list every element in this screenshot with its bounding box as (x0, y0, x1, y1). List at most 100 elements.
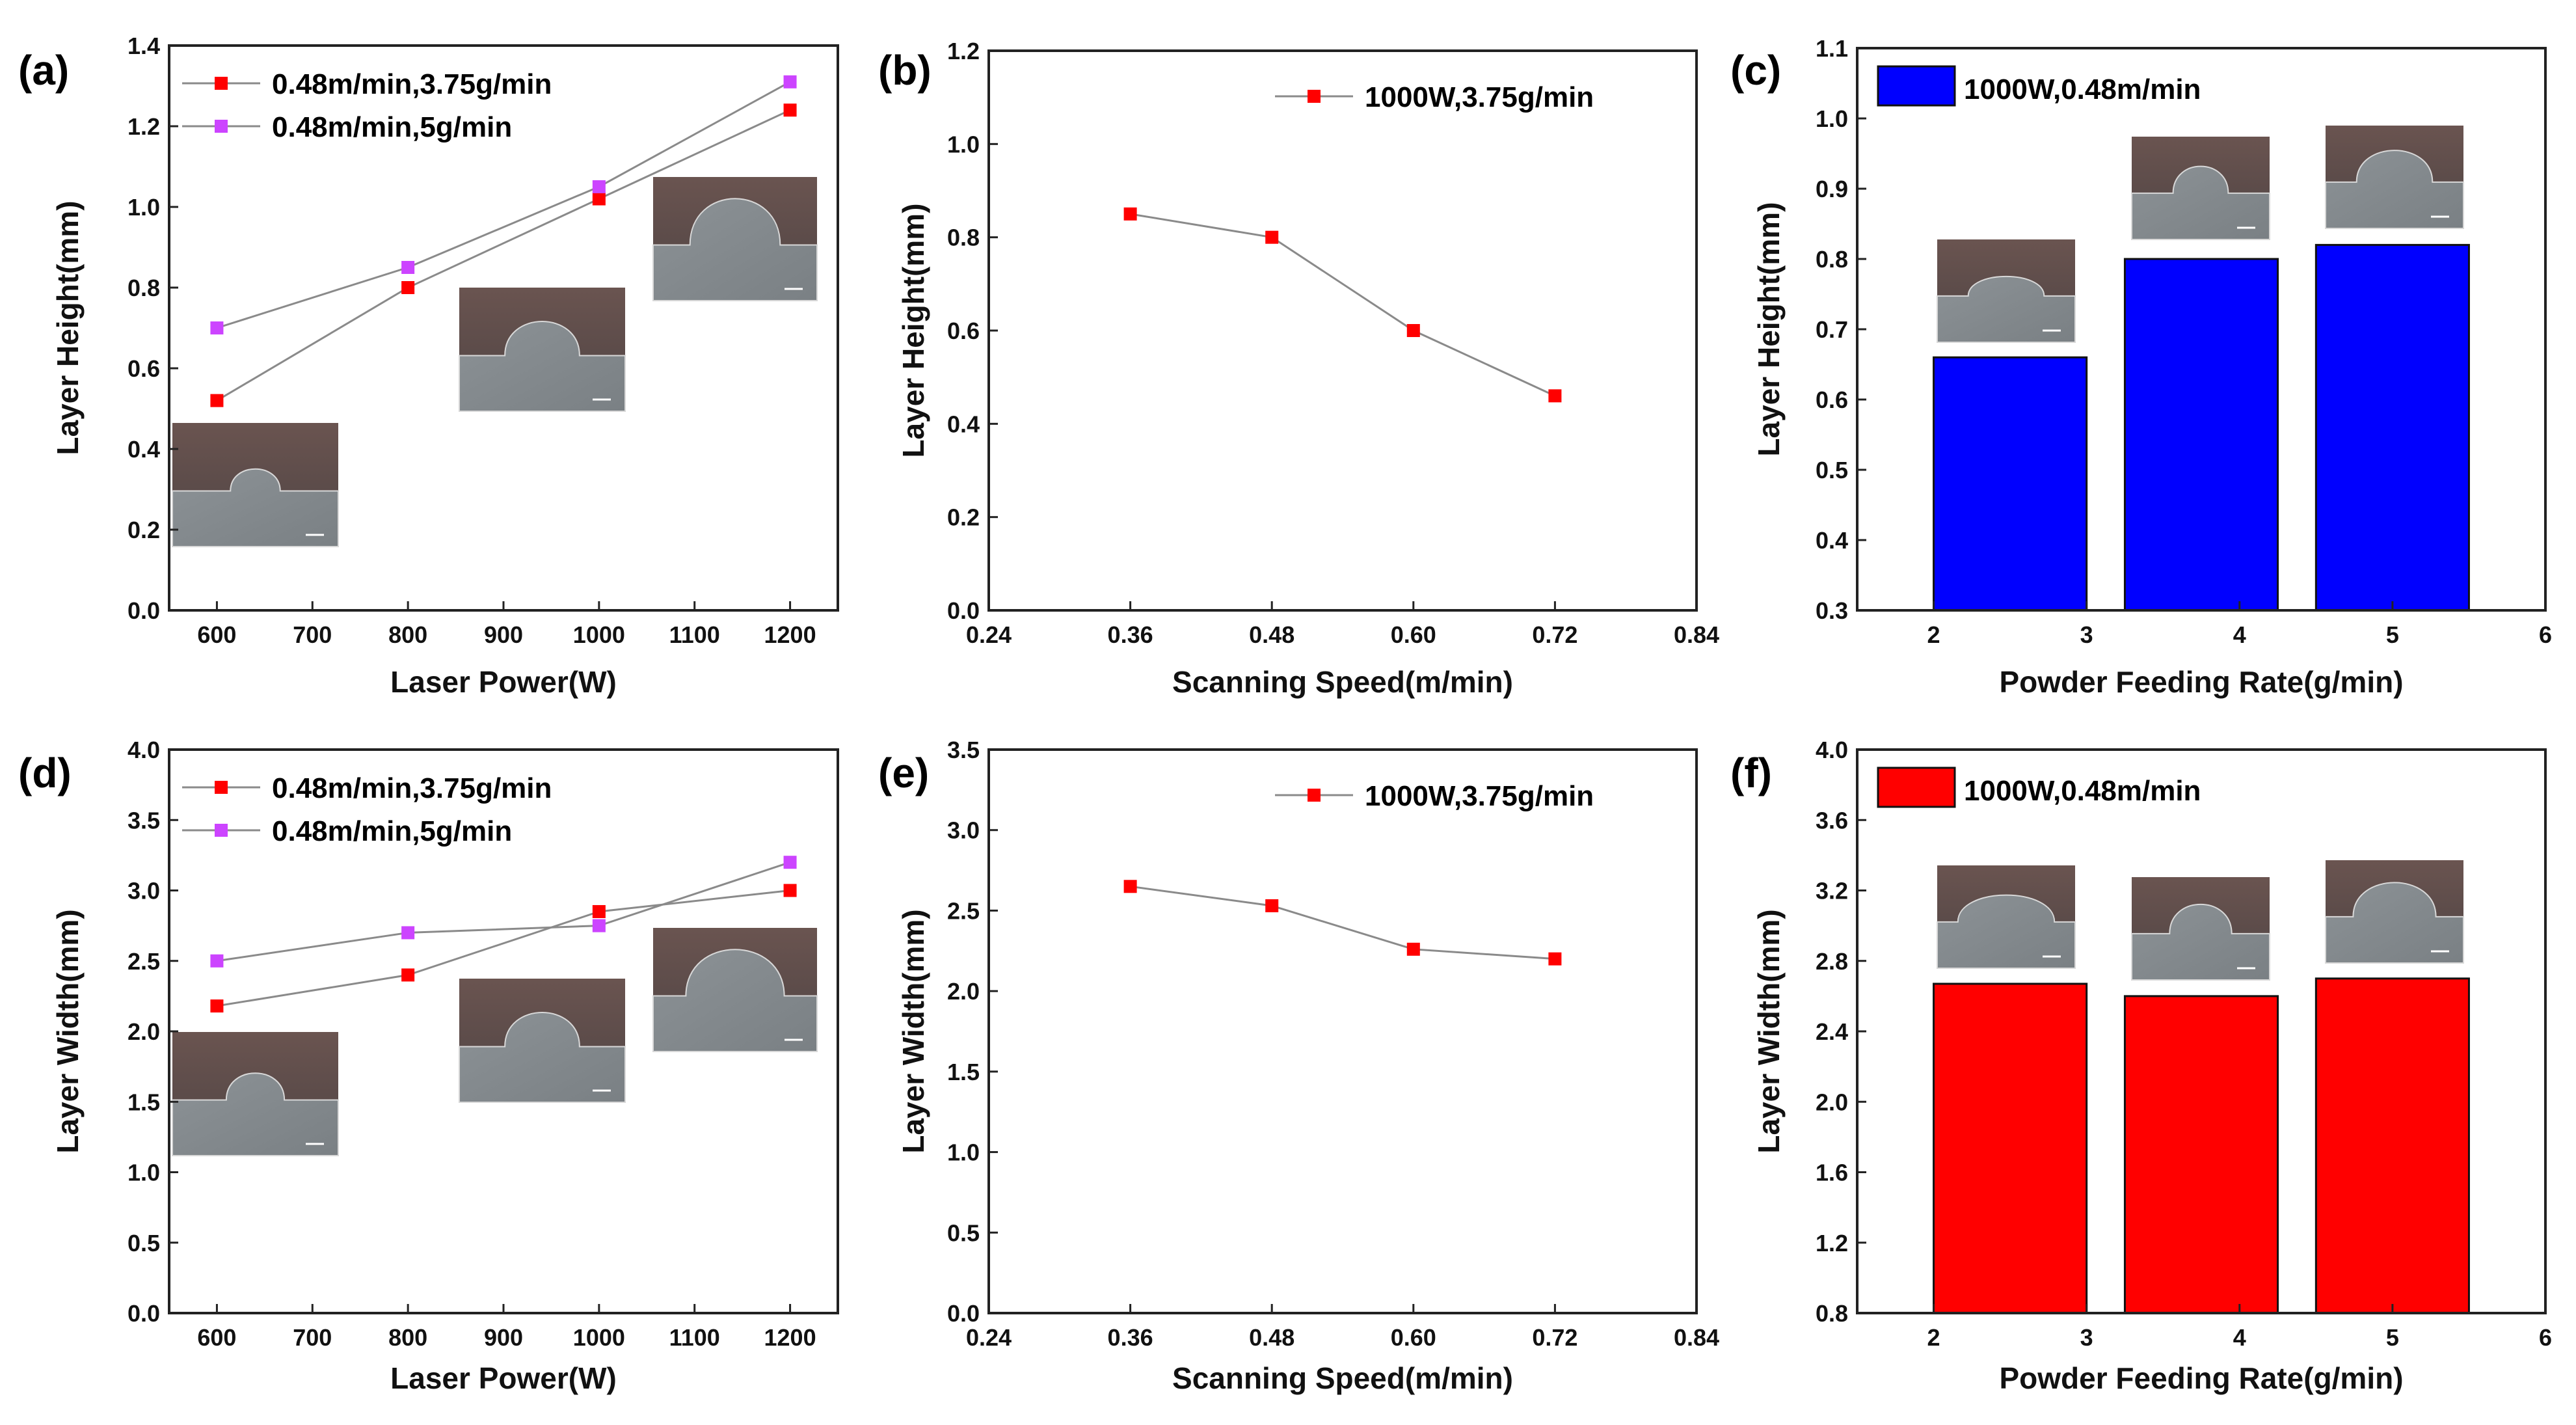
y-tick-label: 3.0 (947, 817, 980, 844)
inset-deposit-bead (1937, 276, 2076, 343)
y-tick-label: 2.0 (947, 978, 980, 1005)
x-tick-label: 4 (2233, 1324, 2246, 1351)
micrograph-inset (2131, 877, 2270, 981)
legend-marker (215, 781, 228, 794)
x-tick-label: 1100 (669, 621, 720, 648)
legend-marker (215, 824, 228, 837)
chart-panel-d: (d) 600 700 800 900 1000 1100 1200 0.0 0.5 1.0 1.5 2… (18, 737, 839, 1395)
x-tick-label: 700 (293, 621, 332, 648)
x-axis-title: Laser Power(W) (390, 665, 617, 699)
x-tick-label: 3 (2080, 1324, 2093, 1351)
legend-label: 1000W,3.75g/min (1365, 81, 1594, 113)
panel-label: (b) (878, 47, 932, 94)
x-tick-label: 1000 (573, 621, 625, 648)
y-tick-label: 1.0 (947, 131, 980, 157)
x-tick-label: 1200 (764, 1324, 816, 1351)
y-axis-title: Layer Height(mm) (896, 203, 930, 457)
y-tick-label: 0.4 (1816, 527, 1848, 554)
data-point (210, 999, 224, 1013)
micrograph-inset (172, 1032, 339, 1156)
chart-panel-f: (f) 2 3 4 5 6 0.8 1.2 1.6 2.0 2.4 2.8 3.2 3.6 4.0 Powde… (1730, 737, 2552, 1395)
y-tick-label: 1.5 (947, 1059, 980, 1085)
micrograph-inset (652, 928, 818, 1052)
y-axis-title: Layer Height(mm) (51, 200, 85, 455)
bar (1933, 356, 2088, 612)
x-tick-label: 1100 (669, 1324, 720, 1351)
y-tick-label: 0.5 (127, 1230, 160, 1256)
y-axis-title: Layer Width(mm) (1752, 909, 1786, 1153)
x-tick-label: 0.60 (1391, 1324, 1436, 1351)
x-tick-label: 800 (388, 1324, 427, 1351)
y-tick-label: 1.0 (127, 1160, 160, 1186)
y-tick-label: 3.2 (1816, 878, 1848, 904)
y-tick-label: 0.6 (1816, 387, 1848, 413)
y-tick-label: 0.6 (947, 318, 980, 344)
legend-marker (215, 77, 228, 90)
micrograph-inset (1937, 865, 2076, 969)
x-tick-label: 900 (484, 1324, 523, 1351)
x-tick-label: 5 (2386, 1324, 2399, 1351)
data-point (1123, 880, 1137, 893)
y-tick-label: 0.8 (947, 224, 980, 251)
y-tick-label: 1.0 (1816, 105, 1848, 132)
data-point (1265, 230, 1279, 244)
x-tick-label: 0.24 (966, 621, 1012, 648)
x-tick-label: 0.72 (1532, 621, 1577, 648)
x-tick-label: 2 (1927, 621, 1940, 648)
y-tick-label: 4.0 (1816, 737, 1848, 763)
legend-marker (1308, 789, 1321, 802)
y-tick-label: 1.0 (947, 1139, 980, 1166)
y-tick-label: 0.3 (1816, 597, 1848, 624)
inset-deposit-bead (2325, 882, 2464, 964)
legend-label: 0.48m/min,3.75g/min (272, 772, 552, 804)
x-tick-label: 600 (197, 621, 236, 648)
inset-deposit-bead (652, 949, 818, 1052)
y-tick-label: 0.0 (947, 1300, 980, 1327)
x-tick-label: 4 (2233, 621, 2246, 648)
x-axis-title: Scanning Speed(m/min) (1172, 1361, 1513, 1395)
inset-deposit-bead (2131, 904, 2270, 981)
y-tick-label: 2.8 (1816, 948, 1848, 975)
x-tick-label: 1000 (573, 1324, 625, 1351)
inset-deposit-bead (2325, 150, 2464, 229)
data-point (592, 180, 606, 193)
plot-frame (987, 49, 1698, 612)
x-tick-label: 6 (2539, 1324, 2552, 1351)
x-tick-label: 600 (197, 1324, 236, 1351)
bar (1933, 983, 2088, 1314)
y-tick-label: 1.5 (127, 1089, 160, 1115)
y-tick-label: 0.5 (1816, 457, 1848, 483)
y-axis-title: Layer Width(mm) (51, 909, 85, 1153)
y-tick-label: 0.9 (1816, 176, 1848, 202)
y-tick-label: 0.2 (947, 504, 980, 531)
data-point (1548, 389, 1562, 403)
x-axis-title: Powder Feeding Rate(g/min) (1999, 665, 2403, 699)
bar (2314, 977, 2470, 1314)
x-axis-title: Laser Power(W) (390, 1361, 617, 1395)
y-tick-label: 0.0 (127, 597, 160, 624)
legend-label: 1000W,0.48m/min (1964, 74, 2201, 105)
y-tick-label: 1.1 (1816, 35, 1848, 62)
micrograph-inset (2325, 860, 2464, 964)
inset-deposit-bead (652, 198, 818, 301)
micrograph-inset (1937, 239, 2076, 343)
y-axis-title: Layer Height(mm) (1752, 202, 1786, 456)
micrograph-inset (652, 177, 818, 301)
data-point (592, 192, 606, 206)
chart-panel-a: (a) 600 700 800 900 1000 1100 1200 0.0 0.2 0.4 0.6 0… (18, 33, 839, 699)
data-point (401, 926, 415, 940)
y-tick-label: 0.7 (1816, 316, 1848, 343)
data-point (210, 954, 224, 968)
legend-swatch (1877, 767, 1956, 808)
panel-label: (a) (18, 47, 69, 94)
y-tick-label: 0.8 (1816, 1300, 1848, 1327)
x-tick-label: 700 (293, 1324, 332, 1351)
panel-label: (c) (1730, 47, 1781, 94)
plot-frame (987, 748, 1698, 1314)
y-tick-label: 3.5 (947, 737, 980, 763)
x-tick-label: 2 (1927, 1324, 1940, 1351)
data-point (210, 394, 224, 407)
y-axis-title: Layer Width(mm) (896, 909, 930, 1153)
x-tick-label: 0.48 (1249, 1324, 1295, 1351)
y-tick-label: 0.4 (947, 411, 980, 437)
